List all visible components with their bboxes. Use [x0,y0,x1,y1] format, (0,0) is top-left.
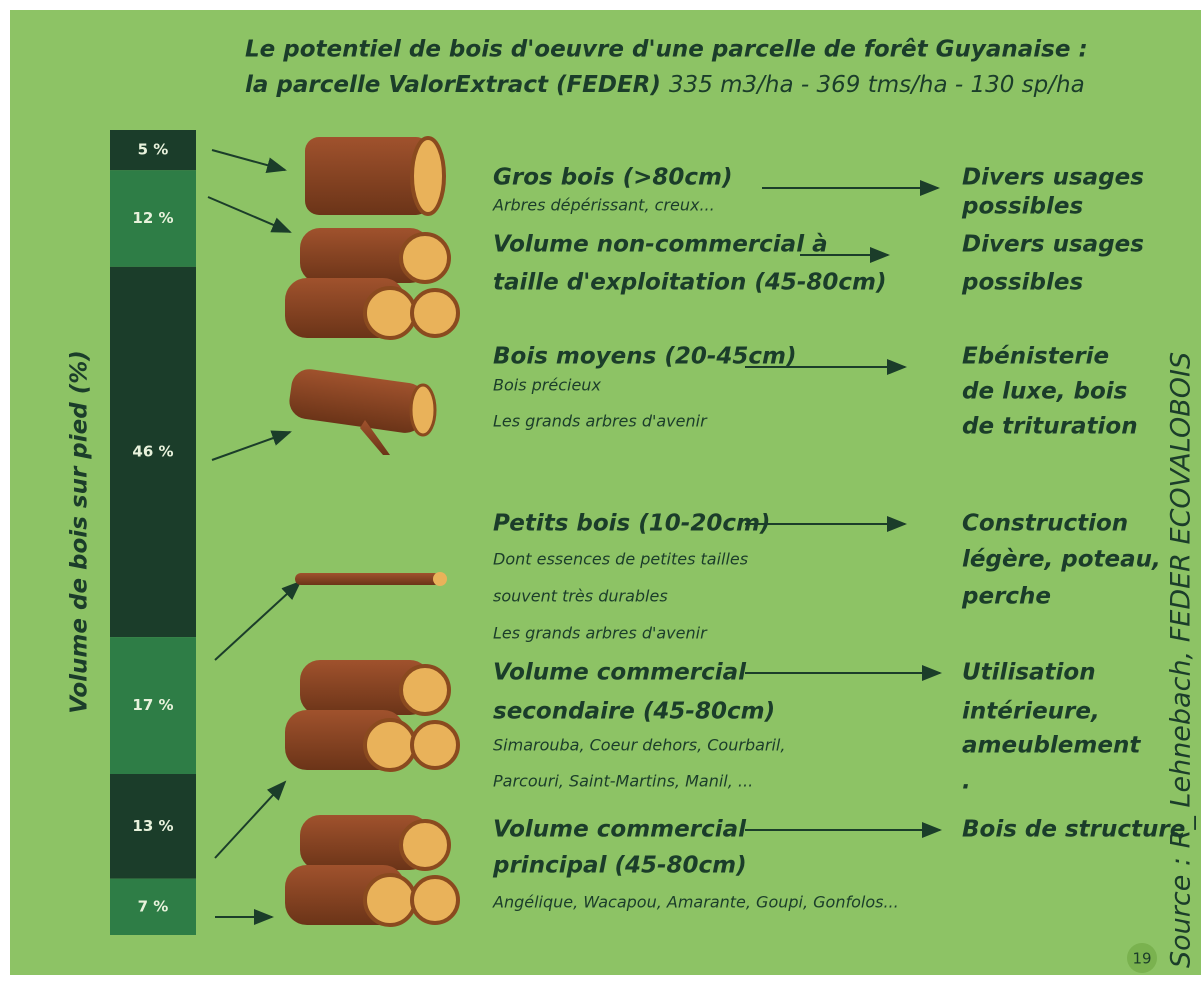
row-use: Construction [962,511,1128,537]
segment-label: 12 % [132,209,173,227]
row-use: possibles [961,194,1083,220]
row-title: secondaire (45-80cm) [493,699,775,725]
page-number: 19 [1132,950,1151,968]
segment-label: 5 % [138,141,169,159]
axis-label: Volume de bois sur pied (%) [67,350,93,714]
row-note: Angélique, Wacapou, Amarante, Goupi, Gon… [492,893,899,912]
row-title: Gros bois (>80cm) [493,165,732,191]
row-title: Volume commercial [493,660,747,686]
row-note: Simarouba, Coeur dehors, Courbaril, [493,736,785,755]
row-note: Dont essences de petites tailles [493,550,748,569]
row-use: ameublement [962,733,1141,759]
segment-label: 13 % [132,817,173,835]
title-line1: Le potentiel de bois d'oeuvre d'une parc… [245,37,1088,63]
row-use: de luxe, bois [962,379,1127,405]
row-use: . [962,769,971,795]
row-note: Arbres dépérissant, creux... [492,196,715,215]
row-use: intérieure, [962,699,1100,725]
row-use: perche [961,584,1051,610]
row-title: principal (45-80cm) [492,853,747,879]
row-title: Volume non-commercial à [493,232,828,258]
row-title: Volume commercial [493,817,747,843]
row-use: légère, poteau, [962,547,1161,573]
row-note: Les grands arbres d'avenir [493,412,708,431]
segment-label: 7 % [138,897,169,915]
row-note: souvent très durables [493,587,668,606]
infographic: Le potentiel de bois d'oeuvre d'une parc… [0,0,1201,985]
row-note: Les grands arbres d'avenir [493,624,708,643]
row-use: Utilisation [962,660,1096,686]
segment-label: 17 % [132,696,173,714]
row-use: Bois de structure [962,817,1185,843]
row-title: Bois moyens (20-45cm) [493,344,797,370]
row-use: Ebénisterie [962,344,1109,370]
row-use: Divers usages [962,232,1144,258]
stacked-bar: 5 % 12 % 46 % 17 % 13 % 7 % [110,130,196,935]
row-title: taille d'exploitation (45-80cm) [493,270,887,296]
row-use: possibles [961,270,1083,296]
source: Source : R_ Lehnebach, FEDER ECOVALOBOIS [1166,352,1197,968]
row-note: Parcouri, Saint-Martins, Manil, ... [493,772,753,791]
row-use: de trituration [962,414,1138,440]
row-note: Bois précieux [493,376,601,395]
row-use: Divers usages [962,165,1144,191]
segment-label: 46 % [132,443,173,461]
row-title: Petits bois (10-20cm) [493,511,770,537]
